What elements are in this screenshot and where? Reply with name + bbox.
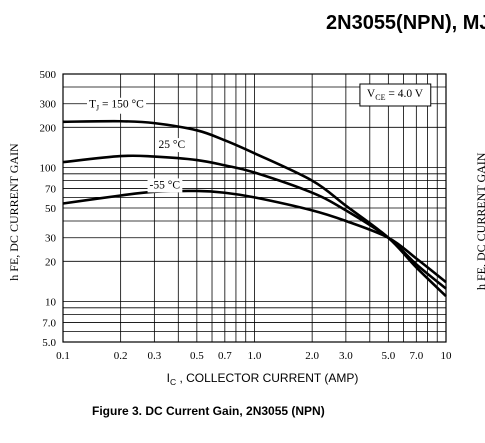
x-tick-label: 3.0 (339, 350, 353, 362)
x-tick-label: 1.0 (248, 350, 262, 362)
y-tick-label: 5.0 (42, 337, 56, 349)
edge-label-fragment: h FE, DC CURRENT GAIN (474, 152, 485, 290)
tick-labels: 5.0 7.0 10 20 30 50 70 100 200 300 500 0.1 0.2 0.3 0.5… (40, 69, 453, 362)
page-title: 2N3055(NPN), MJ (326, 12, 485, 34)
x-tick-label: 0.5 (190, 350, 204, 362)
y-tick-label: 20 (45, 256, 57, 268)
series-curve (62, 154, 447, 290)
condition-label: VCE = 4.0 V (367, 88, 424, 102)
y-tick-label: 70 (45, 183, 57, 195)
y-tick-label: 300 (40, 99, 57, 111)
condition-box: VCE = 4.0 V (359, 83, 432, 107)
y-tick-label: 200 (40, 122, 57, 134)
x-tick-label: 0.7 (218, 350, 232, 362)
x-tick-label: 0.3 (147, 350, 161, 362)
chart-grid (62, 73, 447, 343)
series-labels: TJ = 150 °C 25 °C -55 °C (86, 97, 188, 193)
y-tick-label: 30 (45, 233, 57, 245)
y-tick-label: 10 (45, 297, 57, 309)
y-tick-label: 100 (40, 163, 57, 175)
y-tick-label: 50 (45, 203, 57, 215)
series-label-bg (156, 138, 188, 153)
series-label: 25 °C (158, 139, 185, 151)
x-tick-label: 10 (441, 350, 453, 362)
series-label-bg (86, 97, 147, 114)
series-label: -55 °C (150, 179, 181, 191)
series-label-bg (147, 178, 183, 193)
y-tick-label: 500 (40, 69, 57, 81)
series-label: TJ = 150 °C (89, 99, 144, 113)
figure-caption: Figure 3. DC Current Gain, 2N3055 (NPN) (92, 404, 325, 418)
x-tick-label: 0.1 (56, 350, 70, 362)
condition-box-frame (359, 83, 432, 107)
y-axis-label: h FE, DC CURRENT GAIN (7, 143, 21, 281)
y-tick-label: 7.0 (42, 317, 56, 329)
plot-frame (62, 73, 447, 343)
clipped-edge-label: h FE, DC CURRENT GAIN (474, 120, 485, 290)
x-axis-label: IC , COLLECTOR CURRENT (AMP) (167, 371, 359, 387)
x-tick-label: 7.0 (409, 350, 423, 362)
series-curve (62, 189, 447, 284)
x-tick-label: 0.2 (114, 350, 128, 362)
curves (62, 119, 447, 298)
x-tick-label: 5.0 (381, 350, 395, 362)
x-tick-label: 2.0 (305, 350, 319, 362)
